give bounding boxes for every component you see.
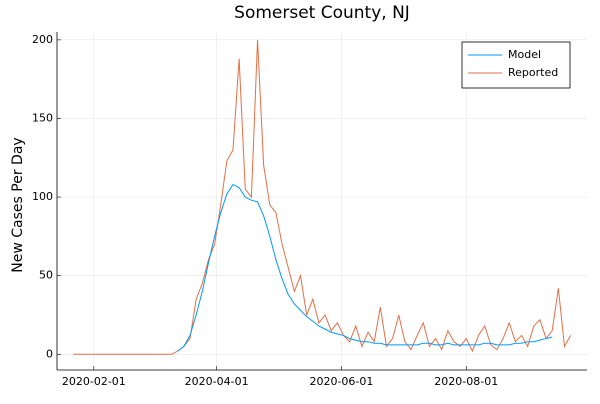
x-tick-label: 2020-02-01 [62,375,126,388]
x-tick-label: 2020-04-01 [185,375,249,388]
chart-title: Somerset County, NJ [234,3,410,23]
legend-label: Model [508,48,541,61]
x-tick-label: 2020-06-01 [309,375,373,388]
legend-label: Reported [508,66,558,79]
legend-box [461,41,571,89]
x-tick-label: 2020-08-01 [434,375,498,388]
y-tick-label: 50 [39,269,53,282]
y-tick-label: 150 [32,111,53,124]
series-line [177,183,553,352]
y-tick-label: 100 [32,190,53,203]
y-tick-label: 200 [32,33,53,46]
y-tick-label: 0 [46,347,53,360]
series-line [73,39,572,355]
y-axis-label: New Cases Per Day [10,137,26,272]
